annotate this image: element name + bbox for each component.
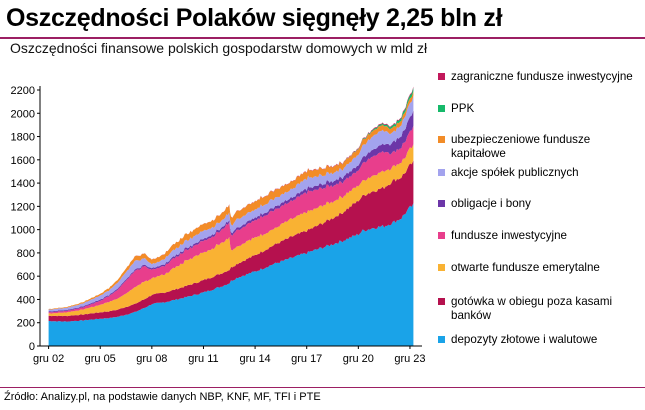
legend-label: akcje spółek publicznych [451, 166, 579, 179]
x-tick-label: gru 02 [33, 353, 64, 365]
legend-item: gotówka w obiegu poza kasami banków [438, 295, 636, 323]
x-tick-label: gru 20 [343, 353, 374, 365]
legend-label: otwarte fundusze emerytalne [451, 261, 600, 274]
series-area-0 [48, 203, 414, 346]
legend-swatch [438, 264, 445, 271]
legend-swatch [438, 200, 445, 207]
x-tick-label: gru 11 [188, 353, 218, 365]
y-tick-label: 1200 [11, 201, 35, 213]
legend-label: PPK [451, 102, 475, 115]
x-tick-label: gru 08 [136, 353, 167, 365]
stacked-area-chart: 0 200 400 600 800 1000 1200 1400 1600 1800 2000 220… [11, 85, 426, 365]
x-tick-label: gru 05 [85, 353, 116, 365]
legend-item: ubezpieczeniowe fundusze kapitałowe [438, 133, 636, 161]
legend-swatch [438, 136, 445, 143]
legend-item: fundusze inwestycyjne [438, 229, 636, 243]
legend-item: akcje spółek publicznych [438, 166, 636, 180]
x-tick-label: gru 17 [291, 353, 322, 365]
y-tick-label: 800 [17, 248, 35, 260]
legend-swatch [438, 105, 445, 112]
y-tick-label: 0 [29, 341, 35, 353]
legend-label: ubezpieczeniowe fundusze kapitałowe [451, 133, 591, 160]
y-tick-label: 200 [17, 318, 35, 330]
chart-subtitle: Oszczędności finansowe polskich gospodar… [10, 40, 428, 56]
legend-item: depozyty złotowe i walutowe [438, 333, 636, 347]
legend-swatch [438, 232, 445, 239]
chart-title: Oszczędności Polaków sięgnęły 2,25 bln z… [6, 4, 503, 32]
y-tick-label: 400 [17, 294, 35, 306]
y-tick-label: 1800 [11, 132, 35, 144]
legend-label: obligacje i bony [451, 197, 531, 210]
footer-divider [0, 387, 645, 388]
y-tick-label: 2000 [11, 108, 35, 120]
y-tick-label: 1000 [11, 225, 35, 237]
source-note: Źródło: Analizy.pl, na podstawie danych … [4, 391, 321, 403]
legend-swatch [438, 73, 445, 80]
y-tick-label: 1400 [11, 178, 35, 190]
legend-swatch [438, 298, 445, 305]
y-tick-label: 2200 [11, 85, 35, 97]
legend-label: gotówka w obiegu poza kasami banków [451, 295, 613, 322]
title-divider [0, 37, 645, 39]
legend-item: otwarte fundusze emerytalne [438, 261, 636, 275]
legend-item: zagraniczne fundusze inwestycyjne [438, 70, 636, 84]
legend-label: depozyty złotowe i walutowe [451, 333, 598, 346]
legend-swatch [438, 336, 445, 343]
x-tick-label: gru 23 [394, 353, 425, 365]
y-tick-label: 600 [17, 271, 35, 283]
y-tick-label: 1600 [11, 155, 35, 167]
legend-label: fundusze inwestycyjne [451, 229, 567, 242]
legend-label: zagraniczne fundusze inwestycyjne [451, 70, 633, 83]
legend-item: PPK [438, 102, 636, 116]
x-tick-label: gru 14 [239, 353, 270, 365]
legend-swatch [438, 169, 445, 176]
legend-item: obligacje i bony [438, 197, 636, 211]
